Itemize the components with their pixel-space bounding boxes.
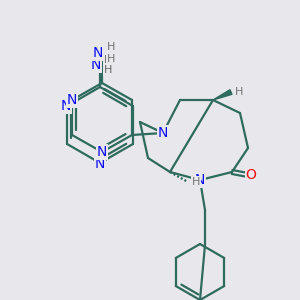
Text: O: O (246, 168, 256, 182)
Text: N: N (195, 173, 205, 187)
Text: H: H (192, 177, 200, 187)
Text: H: H (107, 54, 115, 64)
Text: N: N (61, 99, 71, 113)
Text: N: N (95, 157, 105, 171)
Text: N: N (67, 93, 77, 107)
Text: N: N (91, 58, 101, 72)
Text: H: H (104, 55, 112, 65)
Text: H: H (235, 87, 243, 97)
Text: H: H (104, 65, 112, 75)
Text: N: N (158, 126, 168, 140)
Polygon shape (213, 90, 232, 100)
Text: H: H (107, 42, 115, 52)
Text: N: N (93, 46, 103, 60)
Text: N: N (97, 145, 107, 159)
